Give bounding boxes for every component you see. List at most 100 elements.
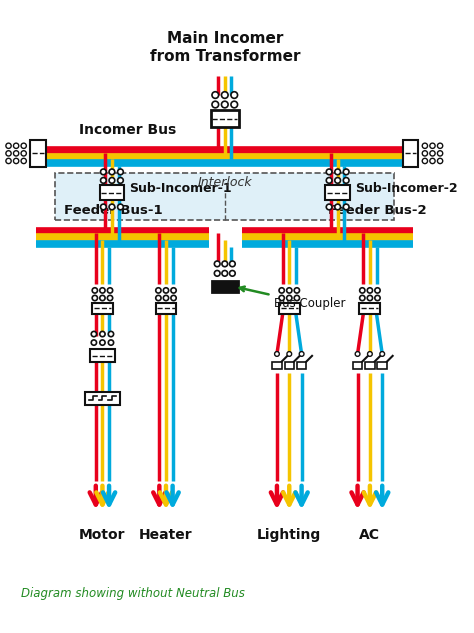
Circle shape: [335, 177, 340, 183]
Circle shape: [91, 332, 97, 337]
Circle shape: [100, 169, 106, 175]
Circle shape: [326, 177, 332, 183]
Text: AC: AC: [359, 529, 381, 542]
Circle shape: [13, 158, 19, 163]
Circle shape: [287, 296, 292, 301]
Bar: [210, 110, 239, 127]
Circle shape: [6, 158, 11, 163]
Circle shape: [279, 288, 284, 293]
Circle shape: [13, 143, 19, 148]
Text: Interlock: Interlock: [198, 176, 252, 189]
Circle shape: [422, 143, 428, 148]
Text: Sub-Incomer-1: Sub-Incomer-1: [129, 182, 232, 196]
Circle shape: [287, 351, 292, 356]
Bar: [211, 281, 238, 292]
Circle shape: [212, 101, 219, 108]
Circle shape: [422, 151, 428, 156]
Circle shape: [92, 288, 98, 293]
Text: Heater: Heater: [139, 529, 193, 542]
Text: Feeder Bus-1: Feeder Bus-1: [64, 204, 163, 217]
Circle shape: [212, 92, 219, 98]
Circle shape: [171, 296, 176, 301]
Bar: [100, 185, 124, 200]
Text: Diagram showing without Neutral Bus: Diagram showing without Neutral Bus: [21, 587, 245, 599]
Bar: [325, 185, 350, 200]
Circle shape: [100, 177, 106, 183]
Circle shape: [221, 92, 228, 98]
Circle shape: [108, 288, 113, 293]
Circle shape: [214, 270, 220, 276]
Text: Sub-Incomer-2: Sub-Incomer-2: [355, 182, 457, 196]
Circle shape: [100, 332, 105, 337]
Bar: [377, 361, 387, 369]
Circle shape: [171, 288, 176, 293]
Bar: [30, 140, 46, 166]
Circle shape: [294, 296, 300, 301]
Circle shape: [335, 169, 340, 175]
Circle shape: [375, 296, 380, 301]
Circle shape: [164, 288, 169, 293]
Circle shape: [279, 296, 284, 301]
Bar: [55, 173, 393, 220]
Circle shape: [231, 101, 237, 108]
Text: Bus Coupler: Bus Coupler: [240, 287, 346, 310]
Circle shape: [326, 204, 332, 210]
Circle shape: [100, 340, 105, 345]
Circle shape: [343, 169, 349, 175]
Circle shape: [360, 296, 365, 301]
Bar: [90, 349, 115, 363]
Circle shape: [422, 158, 428, 163]
Circle shape: [164, 296, 169, 301]
Circle shape: [156, 296, 161, 301]
Circle shape: [299, 351, 304, 356]
Text: Main Incomer
from Transformer: Main Incomer from Transformer: [149, 31, 300, 65]
Circle shape: [100, 288, 105, 293]
Text: Incomer Bus: Incomer Bus: [79, 123, 176, 137]
Circle shape: [92, 296, 98, 301]
Circle shape: [229, 261, 235, 266]
Circle shape: [21, 151, 27, 156]
Bar: [272, 361, 282, 369]
Circle shape: [335, 204, 340, 210]
Circle shape: [109, 177, 115, 183]
Text: Feeder Bus-2: Feeder Bus-2: [328, 204, 427, 217]
Bar: [279, 303, 300, 314]
Circle shape: [375, 288, 380, 293]
Circle shape: [430, 143, 435, 148]
Circle shape: [287, 288, 292, 293]
Circle shape: [6, 151, 11, 156]
Circle shape: [326, 169, 332, 175]
Bar: [365, 361, 374, 369]
Circle shape: [109, 169, 115, 175]
Circle shape: [118, 169, 123, 175]
Circle shape: [13, 151, 19, 156]
Circle shape: [229, 270, 235, 276]
Bar: [155, 303, 176, 314]
Circle shape: [294, 288, 300, 293]
Circle shape: [274, 351, 279, 356]
Circle shape: [118, 177, 123, 183]
Circle shape: [109, 340, 114, 345]
Circle shape: [118, 204, 123, 210]
Bar: [403, 140, 418, 166]
Circle shape: [91, 340, 97, 345]
Bar: [359, 303, 380, 314]
Circle shape: [222, 270, 228, 276]
Circle shape: [430, 158, 435, 163]
Text: Lighting: Lighting: [257, 529, 321, 542]
Bar: [297, 361, 306, 369]
Circle shape: [100, 296, 105, 301]
Circle shape: [221, 101, 228, 108]
Circle shape: [360, 288, 365, 293]
Circle shape: [355, 351, 360, 356]
Text: Motor: Motor: [79, 529, 126, 542]
Circle shape: [21, 143, 27, 148]
Circle shape: [343, 204, 349, 210]
Circle shape: [380, 351, 384, 356]
Circle shape: [6, 143, 11, 148]
Circle shape: [430, 151, 435, 156]
Circle shape: [367, 351, 372, 356]
Bar: [92, 303, 113, 314]
Circle shape: [109, 204, 115, 210]
Circle shape: [100, 204, 106, 210]
